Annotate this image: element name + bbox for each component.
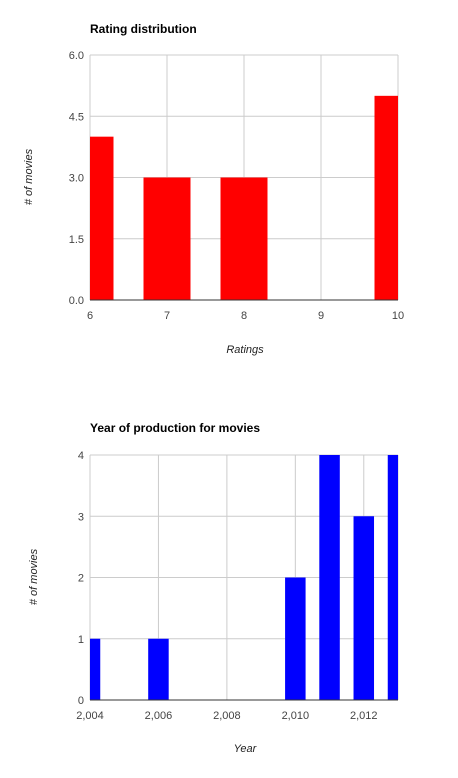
x-tick-label: 2,008 xyxy=(213,710,241,722)
bar xyxy=(143,177,191,300)
bar xyxy=(387,455,398,700)
bar xyxy=(90,136,114,300)
x-axis-label: Ratings xyxy=(226,344,264,356)
x-tick-label: 10 xyxy=(392,310,404,322)
bar xyxy=(90,638,101,700)
x-tick-label: 2,006 xyxy=(145,710,173,722)
bar xyxy=(374,95,398,300)
x-tick-label: 7 xyxy=(164,310,170,322)
x-tick-label: 2,012 xyxy=(350,710,378,722)
y-tick-label: 6.0 xyxy=(69,50,84,62)
chart-title: Rating distribution xyxy=(90,22,197,36)
y-tick-label: 3.0 xyxy=(69,173,84,185)
rating-distribution-chart: Rating distribution 0.0 1.5 3.0 4.5 6.0 6 7 8 9 1… xyxy=(0,0,458,385)
x-tick-label: 2,010 xyxy=(282,710,310,722)
y-tick-label: 0.0 xyxy=(69,295,84,307)
y-axis-label: # of movies xyxy=(28,548,40,605)
rating-distribution-svg: Rating distribution 0.0 1.5 3.0 4.5 6.0 6 7 8 9 1… xyxy=(23,22,404,356)
bar xyxy=(220,177,268,300)
bar xyxy=(319,455,340,700)
y-tick-label: 1 xyxy=(78,634,84,646)
year-of-production-svg: Year of production for movies 0 1 2 3 4 2,004… xyxy=(28,421,399,755)
x-tick-label: 9 xyxy=(318,310,324,322)
year-of-production-chart: Year of production for movies 0 1 2 3 4 2,004… xyxy=(0,400,458,778)
y-axis-label: # of movies xyxy=(23,148,35,205)
x-tick-label: 6 xyxy=(87,310,93,322)
bar xyxy=(285,577,306,700)
x-tick-label: 2,004 xyxy=(76,710,104,722)
y-tick-label: 3 xyxy=(78,511,84,523)
bar xyxy=(353,516,375,700)
y-tick-label: 4.5 xyxy=(69,111,84,123)
bar xyxy=(148,638,169,700)
x-tick-label: 8 xyxy=(241,310,247,322)
y-tick-label: 2 xyxy=(78,573,84,585)
x-axis-label: Year xyxy=(234,743,258,755)
y-tick-label: 0 xyxy=(78,695,84,707)
y-tick-label: 1.5 xyxy=(69,234,84,246)
y-tick-label: 4 xyxy=(78,450,84,462)
chart-title: Year of production for movies xyxy=(90,421,260,435)
